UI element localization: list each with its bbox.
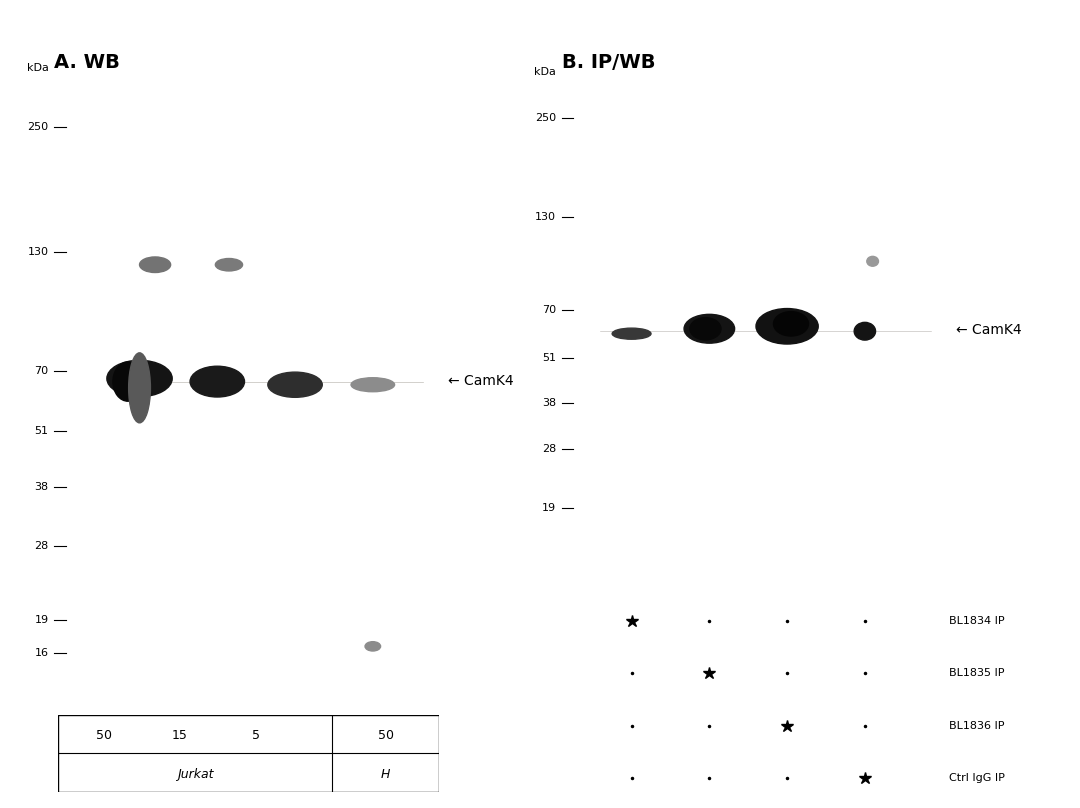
Ellipse shape xyxy=(107,360,172,397)
Text: 38: 38 xyxy=(35,482,49,492)
Text: BL1835 IP: BL1835 IP xyxy=(949,668,1004,679)
Ellipse shape xyxy=(190,366,244,397)
Ellipse shape xyxy=(773,312,809,336)
Text: ← CamK4: ← CamK4 xyxy=(448,373,514,388)
Text: B. IP/WB: B. IP/WB xyxy=(562,53,656,72)
Text: 5: 5 xyxy=(252,730,260,743)
Text: ← CamK4: ← CamK4 xyxy=(956,322,1022,337)
Ellipse shape xyxy=(690,318,721,340)
Ellipse shape xyxy=(268,372,322,398)
Text: 28: 28 xyxy=(542,444,556,454)
Text: kDa: kDa xyxy=(535,67,556,77)
Ellipse shape xyxy=(756,309,819,344)
Text: 250: 250 xyxy=(27,122,49,133)
Text: BL1834 IP: BL1834 IP xyxy=(949,616,1004,626)
Text: 19: 19 xyxy=(542,503,556,513)
Ellipse shape xyxy=(129,353,150,423)
Text: 16: 16 xyxy=(35,647,49,658)
Text: 70: 70 xyxy=(542,305,556,315)
Ellipse shape xyxy=(215,259,243,271)
Text: 38: 38 xyxy=(542,398,556,408)
Text: 50: 50 xyxy=(378,730,393,743)
Text: 15: 15 xyxy=(172,730,188,743)
Ellipse shape xyxy=(684,314,734,343)
Ellipse shape xyxy=(365,642,380,651)
Ellipse shape xyxy=(854,322,876,340)
Text: Ctrl IgG IP: Ctrl IgG IP xyxy=(949,773,1005,783)
Text: kDa: kDa xyxy=(27,63,49,73)
Ellipse shape xyxy=(867,256,878,266)
Text: 28: 28 xyxy=(35,541,49,550)
Text: 50: 50 xyxy=(96,730,111,743)
Ellipse shape xyxy=(113,362,143,402)
Text: 130: 130 xyxy=(28,247,49,257)
Text: 51: 51 xyxy=(542,353,556,364)
Ellipse shape xyxy=(351,377,394,392)
Text: 70: 70 xyxy=(35,365,49,376)
Text: H: H xyxy=(381,768,390,781)
Ellipse shape xyxy=(612,328,651,339)
Text: 250: 250 xyxy=(535,112,556,123)
Text: Jurkat: Jurkat xyxy=(177,768,214,781)
Text: 130: 130 xyxy=(536,212,556,221)
Ellipse shape xyxy=(139,257,171,272)
Text: A. WB: A. WB xyxy=(54,53,120,72)
Text: 19: 19 xyxy=(35,615,49,625)
Text: 51: 51 xyxy=(35,426,49,436)
Text: BL1836 IP: BL1836 IP xyxy=(949,721,1004,730)
